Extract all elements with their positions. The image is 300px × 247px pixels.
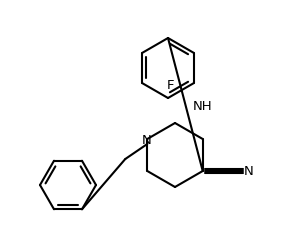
Text: F: F — [166, 79, 174, 92]
Text: N: N — [244, 165, 254, 178]
Text: N: N — [141, 133, 151, 146]
Text: NH: NH — [192, 100, 212, 113]
